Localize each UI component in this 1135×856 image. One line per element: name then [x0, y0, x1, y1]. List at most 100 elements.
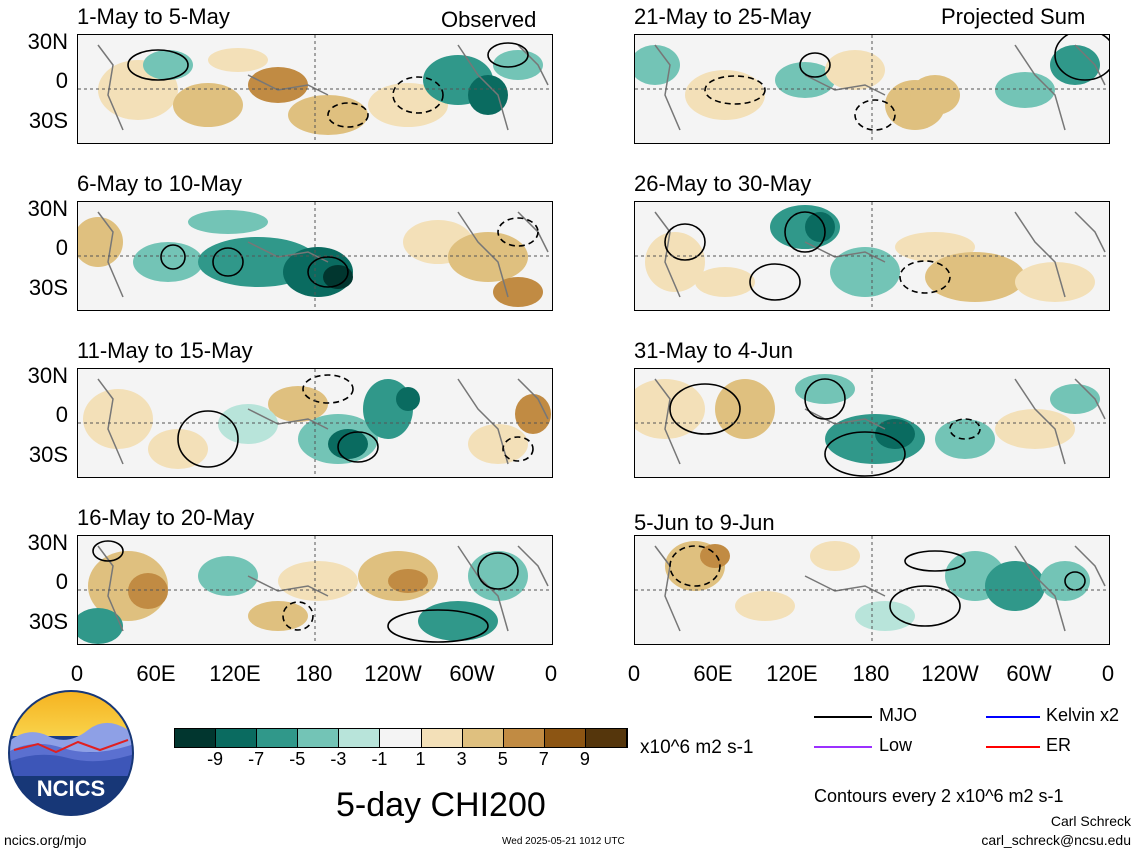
anomaly-blob [188, 210, 268, 234]
anomaly-blob [198, 556, 258, 596]
mjo-contour [487, 42, 529, 68]
colorbar-swatch [257, 729, 299, 747]
anomaly-blob [715, 379, 775, 439]
colorbar-tick-label: 5 [497, 749, 508, 769]
mjo-contour [92, 540, 124, 562]
mjo-contour [282, 601, 314, 631]
coastline [247, 575, 329, 597]
coastline [247, 74, 329, 96]
coastline [457, 44, 509, 131]
lat-label: 30S [28, 108, 68, 133]
colorbar-tick-label: -5 [289, 749, 306, 769]
anomaly-blob [795, 374, 855, 404]
panel-title-right-2: 26-May to 30-May [634, 171, 812, 196]
colorbar-tick-label: -7 [248, 749, 265, 769]
anomaly-blob [388, 569, 428, 593]
mjo-contour [949, 418, 981, 440]
coastline [804, 575, 886, 597]
anomaly-blob [910, 75, 960, 115]
anomaly-blob [148, 429, 208, 469]
anomaly-blob [83, 389, 153, 449]
lat-label: 0 [55, 235, 68, 260]
colorbar-tick-label: -3 [330, 749, 347, 769]
panel-title-left-1: 1-May to 5-May [77, 4, 230, 29]
colorbar-swatch [216, 729, 258, 747]
anomaly-blob [995, 72, 1055, 108]
coastline [654, 211, 681, 298]
colorbar-swatch [421, 729, 463, 747]
lat-label: 0 [55, 569, 68, 594]
author-email[interactable]: carl_schreck@ncsu.edu [981, 832, 1131, 848]
anomaly-blob [468, 551, 528, 601]
anomaly-blob [493, 277, 543, 307]
panel-title-left-2: 6-May to 10-May [77, 171, 243, 196]
lon-label: 180 [852, 661, 890, 686]
anomaly-blob [448, 232, 528, 282]
legend-line-kelvin [986, 716, 1040, 718]
map-panel-left-3 [77, 368, 553, 478]
coastline [517, 44, 549, 86]
mjo-contour [307, 256, 349, 288]
map-panel-left-4 [77, 535, 553, 645]
anomaly-blob [323, 265, 353, 289]
colorbar-tick-label: 1 [415, 749, 426, 769]
coastline [1074, 545, 1106, 587]
anomaly-blob [775, 62, 835, 98]
anomaly-blob [1050, 384, 1100, 414]
contour-note: Contours every 2 x10^6 m2 s-1 [814, 786, 1064, 806]
legend-label-er: ER [1046, 735, 1072, 755]
anomaly-blob [1015, 262, 1095, 302]
coastline [804, 241, 886, 263]
colorbar-swatch [298, 729, 340, 747]
anomaly-blob [700, 544, 730, 568]
coastline [804, 74, 886, 96]
coastline [654, 545, 681, 632]
lat-label: 30N [27, 29, 68, 54]
legend-line-mjo [814, 716, 872, 718]
anomaly-blob [645, 232, 705, 292]
mjo-contour [477, 552, 519, 590]
coastline [457, 211, 509, 298]
anomaly-blob [78, 608, 123, 644]
mjo-contour [497, 217, 539, 247]
lat-label: 0 [55, 68, 68, 93]
anomaly-blob [268, 386, 328, 422]
mjo-contour [824, 431, 906, 477]
mjo-contour [749, 263, 801, 301]
legend-label-low: Low [879, 735, 913, 755]
site-link[interactable]: ncics.org/mjo [4, 832, 87, 848]
colorbar-tick-label: -9 [207, 749, 224, 769]
coastline [804, 408, 886, 430]
lon-label: 180 [295, 661, 333, 686]
coastline [97, 378, 124, 465]
panel-title-right-3: 31-May to 4-Jun [634, 338, 793, 363]
lon-label: 0 [544, 661, 558, 686]
lat-label: 30N [27, 196, 68, 221]
anomaly-blob [1050, 45, 1100, 85]
map-panel-right-2 [634, 201, 1110, 311]
mjo-contour [392, 76, 444, 114]
anomaly-blob [875, 419, 915, 449]
coastline [1014, 211, 1066, 298]
anomaly-blob [985, 561, 1045, 611]
ncics-logo[interactable]: NCICS [8, 690, 134, 816]
coastline [97, 44, 124, 131]
mjo-contour [212, 247, 244, 277]
anomaly-blob [218, 404, 278, 444]
mjo-contour [127, 49, 189, 81]
panel-title-right-4: 5-Jun to 9-Jun [634, 510, 775, 535]
coastline [517, 545, 549, 587]
anomaly-blob [143, 50, 193, 80]
mjo-contour [704, 75, 766, 105]
anomaly-blob [133, 242, 203, 282]
lon-label: 120E [766, 661, 818, 686]
coastline [247, 241, 329, 263]
anomaly-blob [248, 601, 308, 631]
legend-label-kelvin: Kelvin x2 [1046, 705, 1120, 725]
lon-label: 0 [627, 661, 641, 686]
anomaly-blob [173, 83, 243, 127]
mjo-contour [899, 260, 951, 294]
anomaly-blob [995, 409, 1075, 449]
anomaly-blob [208, 48, 268, 72]
anomaly-blob [278, 561, 358, 601]
